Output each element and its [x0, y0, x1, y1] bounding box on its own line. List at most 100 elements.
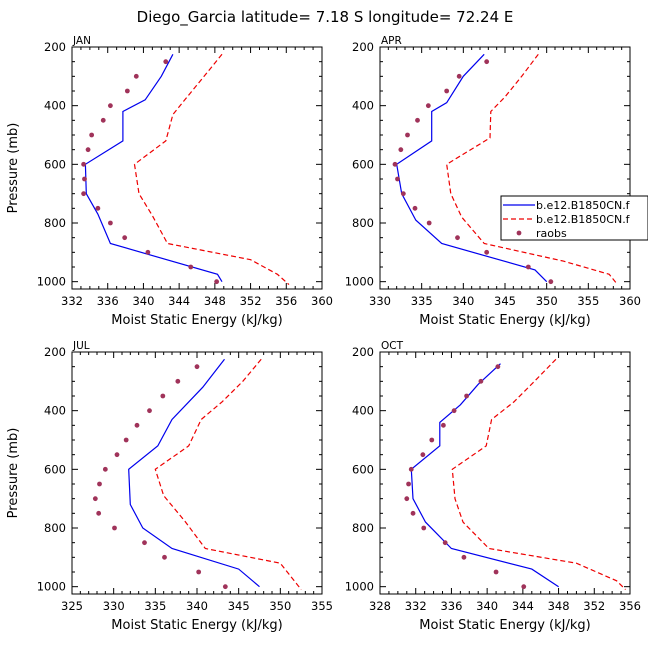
raobs-point — [134, 422, 140, 428]
series-line-dashed — [154, 358, 302, 590]
raobs-point — [408, 466, 414, 472]
x-tick-label: 356 — [619, 599, 641, 613]
raobs-point — [412, 205, 418, 211]
raobs-point — [188, 264, 194, 270]
plot-frame — [71, 351, 323, 595]
x-tick-label: 340 — [132, 294, 154, 308]
y-axis-label: Pressure (mb) — [6, 428, 21, 519]
series-line-dashed — [446, 53, 618, 285]
raobs-point — [124, 88, 130, 94]
x-tick-label: 360 — [619, 294, 641, 308]
raobs-point — [163, 59, 169, 65]
y-axis-label: Pressure (mb) — [6, 123, 21, 214]
x-tick-label: 332 — [405, 599, 427, 613]
x-tick-label: 340 — [452, 294, 474, 308]
y-tick-label: 600 — [44, 157, 66, 171]
raobs-point — [95, 205, 101, 211]
raobs-point — [395, 176, 400, 182]
series-line-solid — [84, 54, 223, 283]
raobs-point — [464, 393, 470, 399]
plot-frame — [379, 46, 631, 290]
y-tick-label: 600 — [352, 157, 374, 171]
raobs-point — [214, 279, 220, 285]
raobs-point — [162, 554, 167, 560]
x-axis-label: Moist Static Energy (kJ/kg) — [111, 618, 282, 633]
x-tick-label: 340 — [476, 599, 498, 613]
raobs-point — [194, 364, 200, 370]
raobs-point — [415, 117, 420, 123]
x-axis-label: Moist Static Energy (kJ/kg) — [419, 313, 590, 328]
panel-apr: 200 400 600 800 1000 330 335 340 345 350 355 360 APR… — [345, 35, 641, 328]
raobs-point — [85, 147, 91, 153]
y-tick-label: 400 — [352, 404, 374, 418]
y-tick-label: 400 — [44, 99, 66, 113]
raobs-point — [398, 147, 404, 153]
y-tick-label: 400 — [352, 99, 374, 113]
raobs-point — [461, 554, 467, 560]
raobs-point — [405, 132, 410, 138]
panel-title: APR — [381, 35, 402, 47]
panel-title: JUL — [72, 340, 90, 352]
raobs-point — [196, 569, 202, 575]
series-line-dashed — [133, 53, 290, 286]
panel-jan: 200 400 600 800 1000 332 336 340 344 348 352 356 360… — [6, 35, 333, 328]
panel-title: JAN — [72, 35, 91, 47]
x-tick-label: 355 — [311, 599, 333, 613]
raobs-point — [147, 408, 152, 414]
raobs-point — [392, 161, 398, 167]
raobs-point — [406, 481, 411, 487]
x-tick-label: 345 — [494, 294, 516, 308]
raobs-point — [525, 264, 531, 270]
y-tick-label: 400 — [44, 404, 66, 418]
raobs-point — [102, 466, 108, 472]
x-tick-label: 330 — [369, 294, 391, 308]
x-tick-label: 350 — [536, 294, 558, 308]
raobs-point — [107, 220, 113, 226]
series-group — [404, 358, 626, 591]
raobs-point — [97, 481, 102, 487]
raobs-point — [122, 235, 128, 241]
x-tick-label: 360 — [311, 294, 333, 308]
x-tick-label: 340 — [186, 599, 208, 613]
y-tick-label: 600 — [44, 462, 66, 476]
raobs-point — [175, 378, 181, 384]
raobs-point — [89, 132, 95, 138]
panel-jul: 200 400 600 800 1000 325 330 335 340 345 350 355 JUL… — [6, 340, 333, 633]
series-line-dashed — [451, 358, 626, 591]
raobs-point — [548, 279, 554, 285]
raobs-point — [440, 422, 446, 428]
y-tick-label: 200 — [44, 345, 66, 359]
series-group — [392, 53, 618, 285]
y-tick-label: 600 — [352, 462, 374, 476]
x-tick-label: 336 — [440, 599, 462, 613]
legend-label: b.e12.B1850CN.f — [536, 213, 631, 226]
raobs-point — [425, 103, 431, 109]
raobs-point — [81, 161, 87, 167]
raobs-point — [495, 364, 501, 370]
raobs-point — [410, 510, 416, 516]
raobs-point — [145, 249, 151, 255]
y-tick-label: 800 — [44, 521, 66, 535]
series-group — [92, 358, 302, 590]
raobs-point — [142, 540, 147, 546]
y-tick-label: 1000 — [37, 580, 66, 594]
x-tick-label: 335 — [144, 599, 166, 613]
plot-frame — [379, 351, 631, 595]
series-line-solid — [128, 358, 260, 588]
panels: 200 400 600 800 1000 332 336 340 344 348 352 356 360… — [6, 35, 641, 633]
raobs-point — [222, 584, 228, 590]
y-tick-label: 1000 — [345, 275, 374, 289]
legend-raobs-symbol — [516, 230, 522, 236]
raobs-point — [451, 408, 457, 414]
raobs-point — [484, 249, 490, 255]
y-tick-label: 200 — [44, 40, 66, 54]
x-axis-label: Moist Static Energy (kJ/kg) — [111, 313, 282, 328]
x-tick-label: 332 — [61, 294, 83, 308]
raobs-point — [92, 496, 98, 502]
y-tick-label: 1000 — [345, 580, 374, 594]
x-tick-label: 325 — [61, 599, 83, 613]
series-group — [81, 53, 290, 286]
raobs-point — [521, 584, 527, 590]
x-tick-label: 330 — [103, 599, 125, 613]
